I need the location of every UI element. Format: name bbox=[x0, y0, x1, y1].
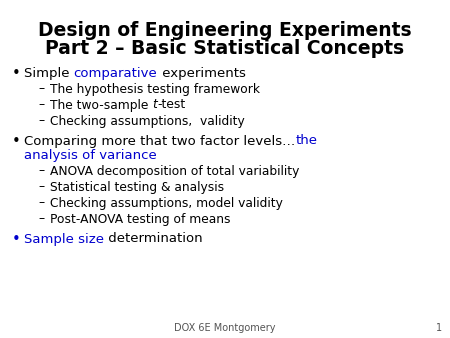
Text: –: – bbox=[38, 180, 44, 193]
Text: 1: 1 bbox=[436, 323, 442, 333]
Text: Sample size: Sample size bbox=[24, 233, 104, 245]
Text: Statistical testing & analysis: Statistical testing & analysis bbox=[50, 180, 224, 193]
Text: The hypothesis testing framework: The hypothesis testing framework bbox=[50, 82, 260, 96]
Text: DOX 6E Montgomery: DOX 6E Montgomery bbox=[174, 323, 276, 333]
Text: comparative: comparative bbox=[74, 67, 158, 79]
Text: Comparing more that two factor levels…: Comparing more that two factor levels… bbox=[24, 135, 295, 147]
Text: Post-ANOVA testing of means: Post-ANOVA testing of means bbox=[50, 213, 230, 225]
Text: Checking assumptions,  validity: Checking assumptions, validity bbox=[50, 115, 245, 127]
Text: Part 2 – Basic Statistical Concepts: Part 2 – Basic Statistical Concepts bbox=[45, 40, 405, 58]
Text: ANOVA decomposition of total variability: ANOVA decomposition of total variability bbox=[50, 165, 299, 177]
Text: –: – bbox=[38, 82, 44, 96]
Text: Design of Engineering Experiments: Design of Engineering Experiments bbox=[38, 21, 412, 40]
Text: -test: -test bbox=[157, 98, 185, 112]
Text: –: – bbox=[38, 213, 44, 225]
Text: t: t bbox=[152, 98, 157, 112]
Text: Checking assumptions, model validity: Checking assumptions, model validity bbox=[50, 196, 283, 210]
Text: –: – bbox=[38, 98, 44, 112]
Text: Simple: Simple bbox=[24, 67, 74, 79]
Text: •: • bbox=[12, 134, 21, 148]
Text: analysis of variance: analysis of variance bbox=[24, 148, 157, 162]
Text: –: – bbox=[38, 115, 44, 127]
Text: determination: determination bbox=[104, 233, 202, 245]
Text: –: – bbox=[38, 196, 44, 210]
Text: The two-sample: The two-sample bbox=[50, 98, 152, 112]
Text: •: • bbox=[12, 66, 21, 80]
Text: experiments: experiments bbox=[158, 67, 245, 79]
Text: –: – bbox=[38, 165, 44, 177]
Text: •: • bbox=[12, 232, 21, 246]
Text: the: the bbox=[295, 135, 317, 147]
